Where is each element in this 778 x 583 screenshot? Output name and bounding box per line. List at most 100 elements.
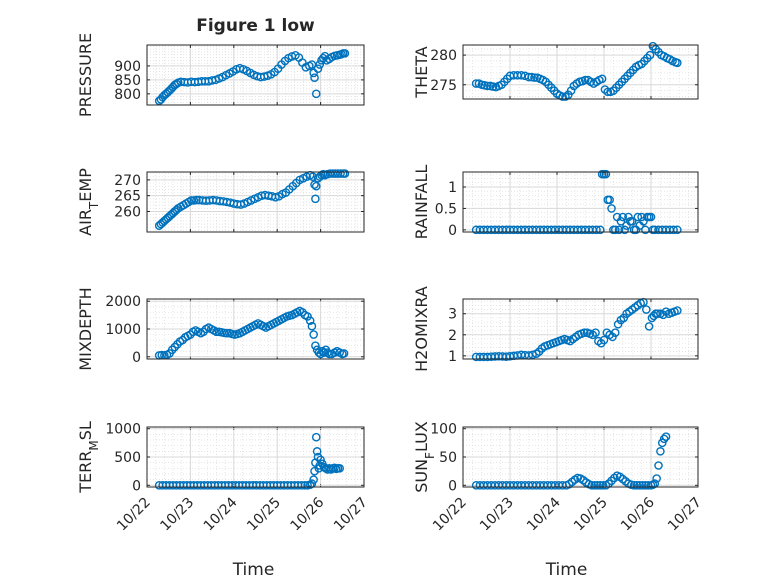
data-point [629,481,639,490]
data-point [212,327,221,337]
data-point [178,335,187,345]
data-point [558,92,567,101]
data-point [598,481,608,490]
plot-area [463,45,698,99]
y-tick-label: 0 [448,223,457,239]
data-point [607,204,616,213]
axes-5: 0 1000 2000 MIXDEPTH [76,287,365,371]
axes-frame [146,298,365,360]
x-tick-label: 10/27 [665,495,705,535]
y-tick-label: 100 [430,422,457,438]
data-point [610,328,620,337]
data-point [579,328,589,337]
data-point [618,212,628,222]
data-point [659,434,669,444]
data-point [642,305,651,314]
data-point [590,481,599,490]
y-tick-label: 1 [448,349,457,365]
axes-6: 1 2 3 H2OMIXRA [412,286,699,372]
axes-4: 0 0.5 1 RAINFALL [412,165,699,239]
y-tick-label: 0 [132,350,141,366]
data-point [603,87,613,97]
data-point [330,463,339,473]
data-point [633,212,643,222]
data-point [340,49,350,58]
x-tick-label: 10/26 [618,494,658,534]
y-axis-label: PRESSURE [76,33,95,117]
data-point [312,447,322,456]
data-point [311,181,321,191]
y-axis-label: THETA [412,46,431,98]
data-point [644,322,654,331]
data-point [597,74,607,84]
data-point [652,474,661,483]
y-axis-label: TERRMSL [76,421,101,494]
y-axis-label: AIRTEMP [76,168,101,236]
y-tick-label: 800 [114,87,141,103]
data-point [591,328,600,337]
data-point [528,350,537,360]
figure-title: Figure 1 low [196,16,315,36]
data-point [309,330,318,339]
axes-frame [462,44,699,100]
data-point [310,73,319,82]
data-point [645,50,655,60]
data-point [170,342,180,352]
x-axis-label-right: Time [545,560,588,580]
axes-frame [146,171,365,233]
data-point [311,194,320,204]
data-point [632,481,642,490]
data-point [336,169,345,178]
data-point [310,466,319,476]
data-point [620,225,629,235]
data-point [657,438,667,448]
y-tick-label: 500 [114,450,141,466]
x-tick-label: 10/23 [157,495,197,535]
data-point [610,225,620,235]
data-point [638,481,647,490]
data-point [305,316,315,325]
data-point [614,225,624,235]
data-point [673,58,682,68]
x-tick-label: 10/25 [244,495,284,535]
y-axis-label: MIXDEPTH [76,287,95,370]
plot-area [463,172,698,232]
data-point [173,339,182,349]
data-point [307,321,317,331]
data-point [335,464,344,473]
data-point [646,212,656,222]
data-point [172,79,181,89]
x-tick-label: 10/25 [571,495,611,535]
x-tick-label: 10/23 [477,495,517,535]
x-tick-label: 10/24 [201,494,241,534]
data-point [316,455,325,465]
x-axis-label-left: Time [232,560,275,580]
x-tick-label: 10/24 [524,494,564,534]
data-point [673,225,682,235]
data-point [524,72,534,82]
data-point [192,195,201,205]
x-tick-label: 10/27 [331,495,371,535]
data-point [599,335,609,345]
axes-frame [146,44,365,106]
data-point [661,432,671,441]
data-point [516,70,526,80]
axes-frame [462,171,699,233]
data-point [587,481,597,490]
y-tick-label: 0 [132,478,141,494]
y-axis-label: H2OMIXRA [412,286,431,372]
data-point [605,195,614,205]
data-point [309,475,318,484]
data-point [471,79,481,88]
data-point [311,341,320,350]
data-point [298,308,307,317]
y-tick-label: 280 [430,48,457,64]
data-point [592,225,601,235]
data-point [313,64,323,74]
